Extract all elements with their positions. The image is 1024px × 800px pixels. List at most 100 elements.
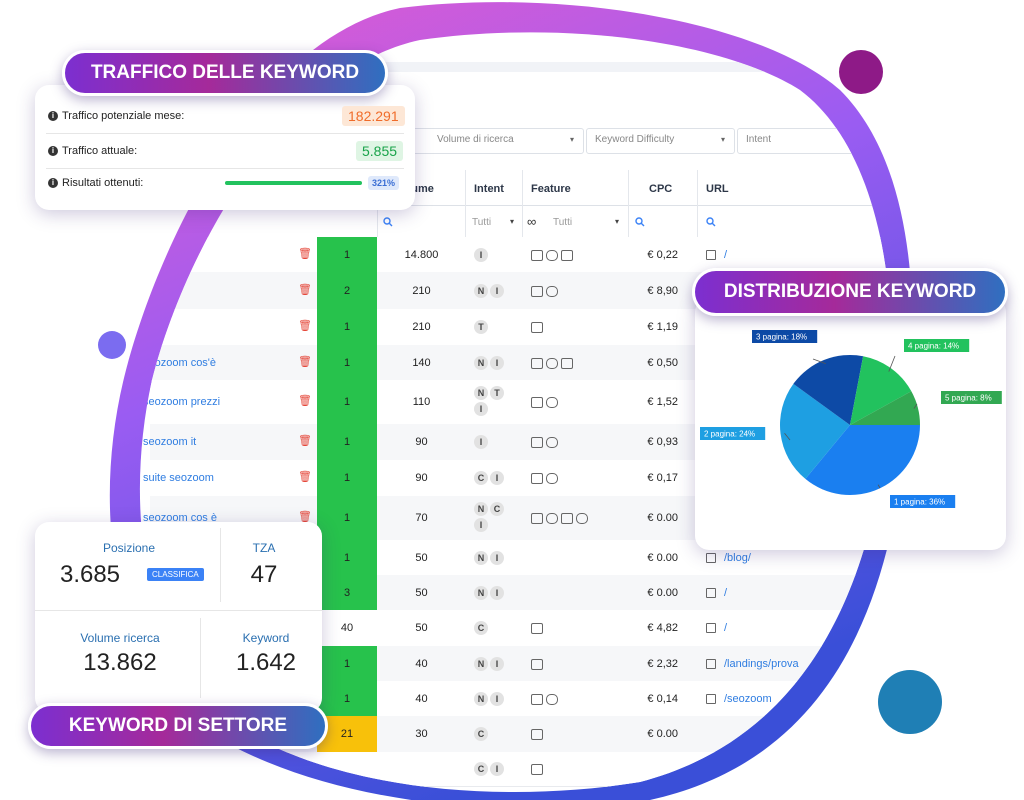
icon-part <box>712 223 715 226</box>
feature-icon <box>531 437 543 448</box>
cpc-value: € 0.00 <box>647 728 678 740</box>
url-link[interactable]: / <box>724 622 728 634</box>
feature-icon <box>561 250 573 261</box>
keyword-link[interactable]: seozoom cos'è <box>143 356 217 369</box>
intent-badge: I <box>490 551 504 565</box>
column-header: Intent <box>474 183 504 195</box>
stats-divider <box>35 610 322 611</box>
external-link-icon[interactable] <box>706 659 716 669</box>
delete-icon[interactable]: 🗑 <box>298 355 312 368</box>
intent-badge: C <box>474 727 488 741</box>
cpc-value: € 4,82 <box>647 622 678 634</box>
url-link[interactable]: /seozoom <box>724 692 772 705</box>
feature-icon <box>531 623 543 634</box>
cpc-value: € 0,14 <box>647 692 678 705</box>
delete-icon[interactable]: 🗑 <box>298 283 312 296</box>
external-link-icon[interactable] <box>706 623 716 633</box>
position-cell <box>317 496 377 540</box>
search-icon[interactable] <box>383 217 393 227</box>
delete-icon[interactable]: 🗑 <box>298 247 312 260</box>
any-toggle[interactable]: ∞ <box>527 214 537 229</box>
feature-icon <box>561 358 573 369</box>
progress-label: 321% <box>368 176 400 190</box>
keyword-link[interactable]: seozoom cos è <box>143 512 217 524</box>
slice-label: 1 pagina: 36% <box>894 498 945 507</box>
card-title: TRAFFICO DELLE KEYWORD <box>62 50 388 96</box>
slice-label: 3 pagina: 18% <box>756 333 807 342</box>
dropdown-arrow: ▾ <box>510 217 515 226</box>
position-value: 1 <box>343 396 351 408</box>
intent-badge: T <box>474 320 488 334</box>
dropdown-arrow: ▾ <box>570 135 575 144</box>
intent-badge: I <box>474 248 488 262</box>
stat-value: 13.862 <box>83 649 157 676</box>
select[interactable]: Tutti <box>553 217 573 228</box>
position-cell <box>317 540 377 575</box>
intent-badge: I <box>490 692 504 706</box>
distribution-card: 1 pagina: 36% 2 pagina: 24% 3 pagina: 18% 4… <box>695 298 1006 550</box>
delete-icon[interactable]: 🗑 <box>298 395 312 407</box>
feature-icon <box>546 513 558 524</box>
stat-label: Posizione <box>102 541 156 555</box>
icon-part <box>641 223 644 226</box>
volume-value: 90 <box>415 472 428 484</box>
feature-icon <box>531 286 543 297</box>
url-link[interactable]: / <box>724 586 728 599</box>
url-link[interactable]: /landings/prova <box>724 657 799 670</box>
keyword-link[interactable]: seozoom it <box>143 436 197 448</box>
feature-icon <box>546 286 558 297</box>
keyword-link[interactable]: suite seozoom <box>143 472 214 484</box>
select[interactable]: Tutti <box>472 217 492 228</box>
delete-icon[interactable]: 🗑 <box>298 435 312 447</box>
cpc-value: € 0.00 <box>647 586 678 599</box>
delete-icon[interactable]: 🗑 <box>298 511 312 523</box>
card-title: DISTRIBUZIONE KEYWORD <box>692 268 1008 316</box>
slice-label: 2 pagina: 24% <box>704 430 755 439</box>
feature-icon <box>546 358 558 369</box>
volume-value: 40 <box>415 692 428 705</box>
column-header: CPC <box>649 183 673 195</box>
search-icon[interactable] <box>706 217 716 227</box>
volume-value: 50 <box>415 586 428 599</box>
leader-line <box>888 355 896 372</box>
keyword-link[interactable]: seozoom prezzi <box>143 396 221 408</box>
stats-card <box>35 522 322 712</box>
leader-line <box>784 433 791 441</box>
external-link-icon[interactable] <box>706 588 716 598</box>
cpc-value: € 0,50 <box>647 356 678 369</box>
card-title: KEYWORD DI SETTORE <box>28 703 328 749</box>
position-cell <box>317 309 377 345</box>
metric-divider <box>46 168 404 169</box>
metric-value: 182.291 <box>342 106 405 126</box>
position-value: 1 <box>343 657 351 670</box>
position-value: 3 <box>343 586 351 599</box>
feature-icon <box>531 659 543 670</box>
external-link-icon[interactable] <box>706 553 716 563</box>
intent-badge: I <box>490 762 504 776</box>
filter-input[interactable] <box>586 128 735 154</box>
leader-line <box>913 403 918 409</box>
icon-part <box>389 223 392 226</box>
stat-value: 1.642 <box>235 649 297 676</box>
volume-value: 210 <box>412 284 431 297</box>
intent-badge: N <box>474 356 488 370</box>
intent-badge: I <box>474 435 488 449</box>
intent-badge: I <box>490 586 504 600</box>
intent-badge: C <box>474 621 488 635</box>
stats-divider <box>220 528 221 602</box>
external-link-icon[interactable] <box>706 694 716 704</box>
stat-label: Keyword <box>242 631 290 645</box>
url-link[interactable]: / <box>724 248 728 261</box>
label-box <box>752 330 818 343</box>
external-link-icon[interactable] <box>706 250 716 260</box>
metric-value: 5.855 <box>356 141 404 161</box>
delete-icon[interactable]: 🗑 <box>298 471 312 483</box>
pie-slice <box>850 391 920 425</box>
search-icon[interactable] <box>635 217 645 227</box>
cpc-value: € 0,17 <box>647 472 678 484</box>
url-link[interactable]: /blog/ <box>724 551 751 564</box>
pie-slice <box>850 356 912 425</box>
delete-icon[interactable]: 🗑 <box>298 320 312 332</box>
intent-badge: I <box>474 518 488 532</box>
position-value: 1 <box>343 512 351 524</box>
